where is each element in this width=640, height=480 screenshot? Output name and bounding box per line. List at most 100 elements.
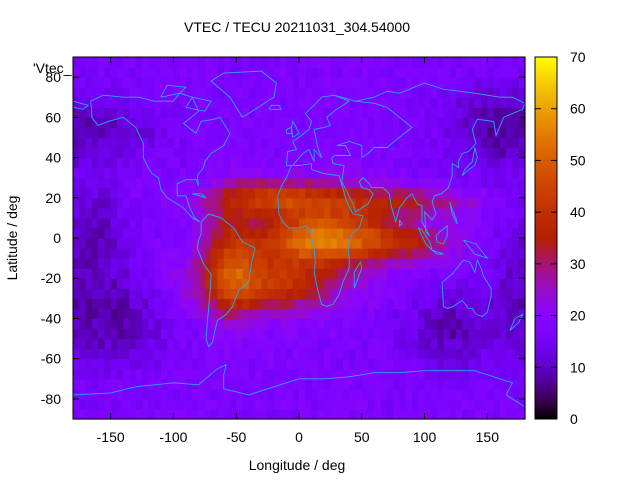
heatmap-cell xyxy=(242,167,250,179)
heatmap-cell xyxy=(217,97,225,108)
heatmap-cell xyxy=(455,398,463,410)
heatmap-cell xyxy=(110,167,118,179)
heatmap-cell xyxy=(380,258,388,269)
heatmap-cell xyxy=(330,107,338,118)
heatmap-cell xyxy=(142,107,149,118)
heatmap-cell xyxy=(236,177,244,189)
heatmap-cell xyxy=(261,117,269,128)
heatmap-cell xyxy=(242,77,250,88)
heatmap-cell xyxy=(305,268,313,279)
heatmap-cell xyxy=(374,408,382,420)
heatmap-cell xyxy=(412,318,419,330)
heatmap-cell xyxy=(179,328,187,340)
heatmap-cell xyxy=(135,378,143,390)
heatmap-cell xyxy=(173,238,181,249)
heatmap-cell xyxy=(135,167,143,179)
heatmap-cell xyxy=(148,87,156,98)
heatmap-cell xyxy=(493,167,501,179)
heatmap-cell xyxy=(267,187,275,199)
heatmap-cell xyxy=(361,57,369,68)
heatmap-cell xyxy=(468,97,476,108)
heatmap-cell xyxy=(148,217,156,229)
heatmap-cell xyxy=(179,318,187,330)
heatmap-cell xyxy=(399,318,407,330)
heatmap-cell xyxy=(299,308,306,320)
y-tick-label: -60 xyxy=(41,351,61,367)
heatmap-cell xyxy=(204,288,212,299)
heatmap-cell xyxy=(342,147,350,159)
heatmap-cell xyxy=(330,57,338,68)
heatmap-cell xyxy=(123,117,131,128)
heatmap-cell xyxy=(104,378,112,390)
heatmap-cell xyxy=(487,358,495,370)
heatmap-cell xyxy=(336,308,344,320)
x-axis-ticks: -150 -100 -50 0 50 100 150 xyxy=(97,57,499,445)
heatmap-cell xyxy=(430,248,438,259)
heatmap-cell xyxy=(229,368,237,380)
heatmap-cell xyxy=(330,308,338,320)
heatmap-cell xyxy=(374,348,382,360)
heatmap-cell xyxy=(455,217,463,229)
heatmap-cell xyxy=(499,117,507,128)
heatmap-cell xyxy=(261,378,269,390)
heatmap-cell xyxy=(361,298,369,309)
heatmap-cell xyxy=(455,378,463,390)
heatmap-cell xyxy=(455,157,463,169)
heatmap-cell xyxy=(374,137,382,149)
heatmap-cell xyxy=(399,87,407,98)
heatmap-cell xyxy=(361,378,369,390)
heatmap-cell xyxy=(142,368,149,380)
heatmap-cell xyxy=(361,107,369,118)
heatmap-cell xyxy=(129,398,137,410)
heatmap-cell xyxy=(481,238,488,249)
heatmap-cell xyxy=(455,358,463,370)
heatmap-cell xyxy=(85,217,93,229)
heatmap-cell xyxy=(198,147,206,159)
heatmap-cell xyxy=(242,177,250,189)
heatmap-cell xyxy=(374,87,382,98)
heatmap-cell xyxy=(349,288,357,299)
heatmap-cell xyxy=(405,107,413,118)
heatmap-cell xyxy=(430,127,438,139)
heatmap-cell xyxy=(73,338,80,350)
heatmap-cell xyxy=(455,288,463,299)
heatmap-cell xyxy=(449,217,457,229)
heatmap-cell xyxy=(393,358,401,370)
heatmap-cell xyxy=(229,207,237,219)
heatmap-cell xyxy=(116,97,124,108)
heatmap-cell xyxy=(342,258,350,269)
heatmap-cell xyxy=(412,217,419,229)
coastline-path xyxy=(449,201,458,225)
heatmap-cell xyxy=(336,338,344,350)
heatmap-cell xyxy=(223,338,231,350)
heatmap-cell xyxy=(154,398,162,410)
heatmap-cell xyxy=(405,227,413,239)
heatmap-cell xyxy=(342,248,350,259)
heatmap-cell xyxy=(324,57,331,68)
heatmap-cell xyxy=(160,97,168,108)
heatmap-cell xyxy=(204,278,212,289)
heatmap-cell xyxy=(229,147,237,159)
heatmap-cell xyxy=(204,137,212,149)
heatmap-cell xyxy=(135,318,143,330)
heatmap-cell xyxy=(324,258,331,269)
heatmap-cell xyxy=(223,378,231,390)
heatmap-cell xyxy=(468,217,476,229)
heatmap-cell xyxy=(368,197,375,209)
heatmap-cell xyxy=(173,408,181,420)
heatmap-cell xyxy=(424,197,432,209)
heatmap-cell xyxy=(255,258,262,269)
heatmap-cell xyxy=(154,57,162,68)
heatmap-cell xyxy=(280,388,288,400)
heatmap-cell xyxy=(116,288,124,299)
heatmap-cell xyxy=(424,408,432,420)
heatmap-cell xyxy=(412,368,419,380)
heatmap-cell xyxy=(380,278,388,289)
heatmap-cell xyxy=(129,207,137,219)
heatmap-cell xyxy=(104,358,112,370)
heatmap-cell xyxy=(292,258,300,269)
heatmap-cell xyxy=(499,157,507,169)
heatmap-cell xyxy=(223,107,231,118)
heatmap-cell xyxy=(386,217,394,229)
